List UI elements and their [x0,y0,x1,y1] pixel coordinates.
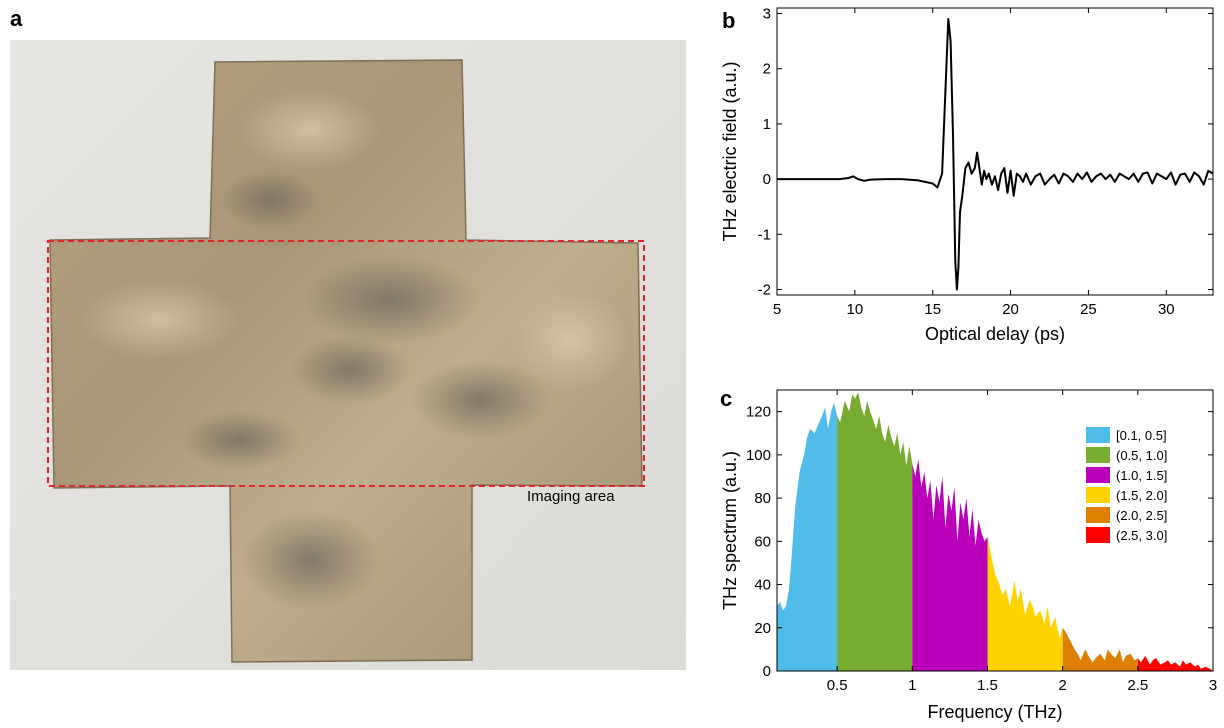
series-line-thz-field [777,18,1214,291]
x-tick-label: 0.5 [827,677,848,694]
x-axis-label: Optical delay (ps) [925,324,1065,344]
y-tick-label: 2 [763,61,771,78]
x-tick-label: 2.5 [1127,677,1148,694]
legend-swatch-0 [1086,427,1110,443]
x-tick-label: 1 [908,677,916,694]
chart-b-time-domain: 5 10 15 20 25 30 -2 -1 0 1 2 3 Optical delay (ps) THz… [720,6,1214,344]
artifact-photo [10,40,686,670]
legend-swatch-5 [1086,527,1110,543]
x-tick-label: 10 [847,301,864,318]
y-tick-label: 0 [763,171,771,188]
y-axis-label: THz spectrum (a.u.) [720,451,740,610]
legend-label-0: [0.1, 0.5] [1116,428,1167,443]
y-tick-label: 120 [746,404,771,421]
legend-label-2: (1.0, 1.5] [1116,468,1167,483]
y-tick-label: 40 [754,577,771,594]
x-tick-label: 5 [773,301,781,318]
legend-swatch-1 [1086,447,1110,463]
y-tick-label: -2 [758,281,771,298]
x-axis-label: Frequency (THz) [927,702,1062,722]
legend-swatch-4 [1086,507,1110,523]
x-tick-label: 30 [1158,301,1175,318]
y-tick-label: 20 [754,620,771,637]
plot-frame [776,389,1214,672]
spectrum-band-3 [987,537,1063,671]
y-tick-label: 80 [754,490,771,507]
cross-artifact-image [47,59,645,663]
spectrum-band-2 [912,459,988,671]
x-tick-label: 15 [924,301,941,318]
chart-c-spectrum: 0.5 1 1.5 2 2.5 3 0 20 40 60 80 100 120 [0.1, 0.5] (0.… [720,389,1217,722]
y-tick-label: 100 [746,447,771,464]
legend-label-5: (2.5, 3.0] [1116,528,1167,543]
spectrum-band-4 [1062,627,1138,671]
y-tick-label: 1 [763,116,771,133]
x-tick-label: 2 [1058,677,1066,694]
legend-label-1: (0.5, 1.0] [1116,448,1167,463]
legend-label-4: (2.0, 2.5] [1116,508,1167,523]
legend-swatch-2 [1086,467,1110,483]
spectrum-band-5 [1137,655,1213,671]
spectrum-band-0 [777,403,838,671]
x-tick-label: 25 [1080,301,1097,318]
legend-label-3: (1.5, 2.0] [1116,488,1167,503]
x-tick-label: 3 [1209,677,1217,694]
x-tick-label: 20 [1002,301,1019,318]
panel-label-a: a [10,6,23,31]
y-axis-label: THz electric field (a.u.) [720,61,740,241]
panel-label-b: b [722,8,736,33]
y-tick-label: 3 [763,6,771,23]
x-tick-label: 1.5 [977,677,998,694]
imaging-area-label: Imaging area [527,488,615,505]
legend-swatch-3 [1086,487,1110,503]
y-tick-label: -1 [758,226,771,243]
panel-label-c: c [720,386,733,411]
y-tick-label: 60 [754,533,771,550]
y-tick-label: 0 [763,663,771,680]
plot-frame [776,7,1214,296]
spectrum-band-1 [837,392,913,671]
